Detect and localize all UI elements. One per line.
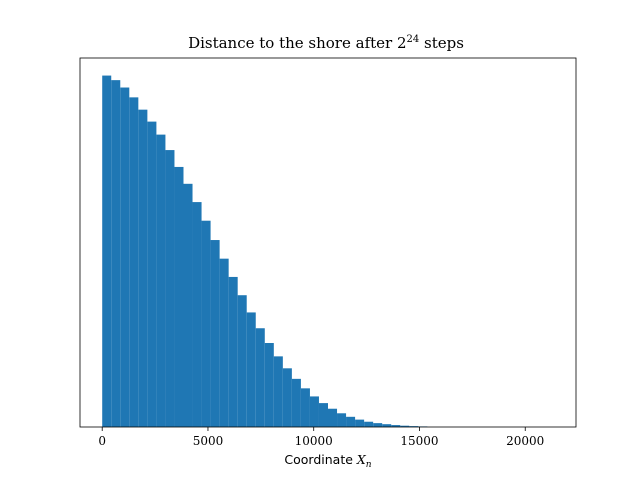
title-prefix: Distance to the shore after [188,34,397,52]
x-axis-label-var: X [356,452,367,467]
plot-frame [79,57,577,428]
x-axis-label-sub: n [366,460,372,470]
histogram-bar [273,356,283,427]
histogram-bars [102,75,428,428]
histogram-bar [138,109,148,427]
histogram-bar [264,343,274,427]
x-tick-label: 15000 [400,434,438,448]
x-axis-label: Coordinate Xn [284,452,371,470]
histogram-bar [318,403,328,427]
x-tick-label: 10000 [295,434,333,448]
histogram-bar [102,75,112,428]
histogram-bar [346,416,356,427]
histogram-bar [228,276,238,427]
histogram-bar [400,425,410,427]
histogram-bar [174,166,184,427]
histogram-bar [147,121,157,427]
histogram-bar [165,150,175,427]
histogram-bar [364,421,374,427]
histogram-bar [291,378,301,427]
histogram-bar [409,426,419,427]
x-tick-label: 0 [98,434,106,448]
histogram-bar [219,258,229,427]
histogram-bar [255,328,265,427]
x-tick-label: 20000 [506,434,544,448]
histogram-bar [300,388,310,427]
histogram-bar [201,220,211,427]
histogram-bar [111,80,121,427]
x-tick-label: 5000 [193,434,224,448]
histogram-bar [183,183,193,427]
histogram-bar [309,396,319,427]
histogram-bar [120,87,130,428]
title-exponent: 24 [407,34,420,45]
title-base: 2 [397,34,407,52]
x-axis-label-text: Coordinate [284,452,357,467]
title-suffix: steps [419,34,464,52]
chart-title: Distance to the shore after 224 steps [188,34,464,52]
histogram-bar [246,312,256,427]
histogram-bar [282,368,292,427]
histogram-bar [337,413,347,427]
histogram-bar [192,202,202,427]
histogram-bar [156,134,166,427]
histogram-bar [328,408,338,427]
histogram-bar [237,295,247,427]
histogram-bar [382,424,392,427]
x-axis-ticks: 0 5000 10000 15000 20000 [98,427,544,448]
histogram-bar [129,97,139,428]
histogram-bar [210,240,220,427]
histogram-bar [373,423,383,427]
histogram-bar [391,425,401,427]
histogram-bar [355,419,365,427]
